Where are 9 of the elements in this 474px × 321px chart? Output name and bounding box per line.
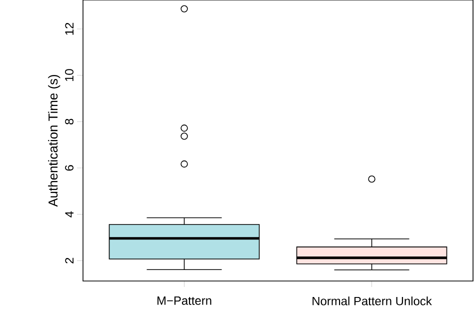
y-tick-label: 10 [65, 69, 74, 82]
y-tick-label: 4 [65, 211, 74, 218]
y-tick-label: 2 [65, 258, 74, 264]
y-tick-label: 6 [65, 165, 74, 171]
y-axis-title: Authentication Time (s) [48, 74, 60, 207]
y-tick-label: 8 [65, 118, 74, 124]
x-tick-label: M−Pattern [157, 296, 212, 305]
y-tick-label: 12 [65, 22, 74, 35]
x-tick-label: Normal Pattern Unlock [312, 296, 432, 306]
